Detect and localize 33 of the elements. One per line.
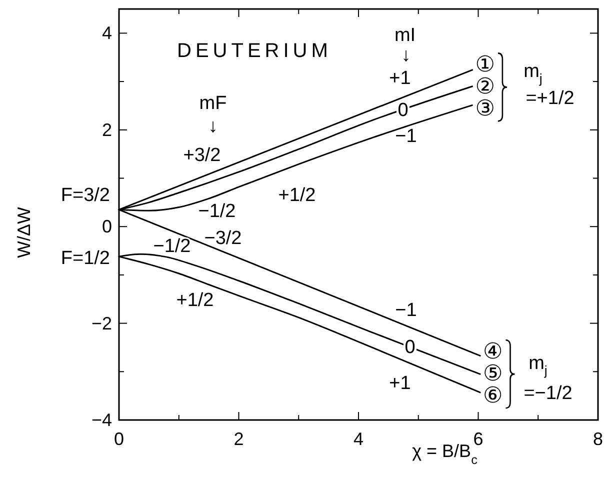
y-tick-label: 0 (102, 216, 112, 237)
annotation: =−1/2 (524, 382, 572, 404)
annotation: mI (394, 24, 416, 46)
annotation: +1 (389, 372, 411, 394)
annotation: 0 (404, 336, 416, 358)
x-tick-label: 4 (353, 429, 364, 449)
annotation: +1 (389, 68, 411, 88)
x-tick-label: 6 (473, 429, 484, 449)
y-tick-label: 4 (102, 23, 112, 44)
y-tick-label: 2 (102, 120, 112, 140)
annotation: m$_{j}$ (528, 352, 548, 378)
annotation: +1/2 (176, 290, 214, 310)
x-tick-label: 2 (234, 429, 244, 449)
annotation: +1/2 (278, 184, 316, 206)
annotation: mF (199, 92, 227, 114)
annotation: +3/2 (183, 144, 221, 166)
y-axis-title: W/ΔW (14, 206, 34, 258)
y-tick-label: −4 (91, 410, 112, 430)
x-tick-label: 8 (592, 429, 604, 449)
annotation: −1/2 (198, 200, 236, 222)
annotation: −1 (395, 126, 417, 146)
annotation: −3/2 (204, 228, 242, 248)
annotation: ↓ (401, 44, 411, 66)
annotation: =+1/2 (526, 88, 574, 108)
text: F=3/2 (60, 184, 110, 206)
annotation: −1 (395, 300, 417, 320)
annotation: −1/2 (153, 236, 191, 256)
annotation: 0 (398, 100, 408, 120)
annotation: m$_{j}$ (524, 60, 542, 86)
y-tick-label: −2 (91, 313, 112, 334)
text: F=1/2 (60, 248, 110, 268)
annotation: ↓ (208, 116, 218, 136)
text: DEUTERIUM (177, 40, 332, 62)
